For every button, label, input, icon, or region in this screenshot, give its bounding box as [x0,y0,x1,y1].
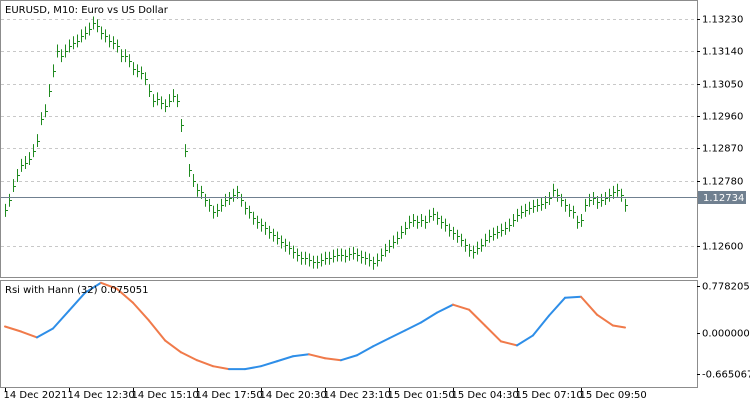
x-tick-label: 15 Dec 01:50 [388,390,455,400]
indicator-line [84,281,102,294]
indicator-line [196,359,214,368]
last-price-label: 1.12734 [703,193,744,204]
indicator-line [148,319,166,342]
indicator-panel [0,280,698,388]
y-tick-label: -0.665067 [702,370,750,381]
labels: 1.13230 1.13140 1.13050 1.12960 1.12870 1.127… [4,15,750,400]
main-panel [0,0,698,278]
indicator-line [132,301,150,322]
indicator-line [356,345,374,357]
indicator-line [308,353,326,360]
indicator-line [68,291,86,312]
indicator-line [36,327,54,339]
indicator-line [52,309,70,330]
indicator-line [164,339,182,354]
indicator-line [548,296,566,317]
x-tick-label: 14 Dec 12:30 [68,390,135,400]
y-tick-label: 1.13050 [702,80,743,91]
indicator-line [468,308,486,327]
indicator-line [388,329,406,340]
indicator-line [532,314,550,337]
x-tick-label: 14 Dec 15:10 [132,390,199,400]
indicator-line [420,311,438,324]
last-price-box [698,191,746,204]
indicator-line [180,351,198,362]
indicator-line [516,334,534,347]
indicator-line [404,321,422,332]
y-tick-label: 1.12600 [702,242,743,253]
x-tick-label: 15 Dec 04:30 [452,390,519,400]
indicator-line [372,337,390,348]
y-tick-label: 1.13230 [702,15,743,26]
x-tick-label: 14 Dec 17:50 [196,390,263,400]
indicator-line [564,295,582,299]
chart-title: EURUSD, M10: Euro vs US Dollar [5,5,169,16]
indicator-line [484,324,502,343]
indicator-line [292,353,310,358]
indicator-line [116,287,134,304]
y-tick-label: 1.12780 [702,177,743,188]
indicator-line [276,355,294,363]
indicator-line [436,303,454,314]
indicator-line [612,324,626,329]
x-tick-label: 14 Dec 23:10 [324,390,391,400]
indicator-line [580,295,598,316]
indicator-line [212,365,230,371]
indicator-line [20,330,38,339]
indicator-line [452,303,470,311]
x-tick-label: 15 Dec 09:50 [580,390,647,400]
y-tick-label: 1.12870 [702,144,743,155]
indicator-line [260,360,278,368]
indicator-line [500,340,518,347]
x-tick-label: 15 Dec 07:10 [516,390,583,400]
marks [1,16,697,371]
x-tick-label: 14 Dec 20:30 [260,390,327,400]
indicator-title: Rsi with Hann (32) 0.075051 [5,285,148,296]
indicator-line [340,354,358,362]
y-tick-label: 1.13140 [702,47,743,58]
y-tick-label: 0.000000 [702,329,750,340]
indicator-line [596,313,614,327]
indicator-line [100,281,118,290]
x-tick-label: 14 Dec 2021 [4,390,68,400]
indicator-line [244,365,262,371]
y-tick-label: 0.778205 [702,282,750,293]
indicator-line [324,357,342,362]
y-tick-label: 1.12960 [702,112,743,123]
indicator-line [4,325,22,333]
grid [1,19,697,247]
